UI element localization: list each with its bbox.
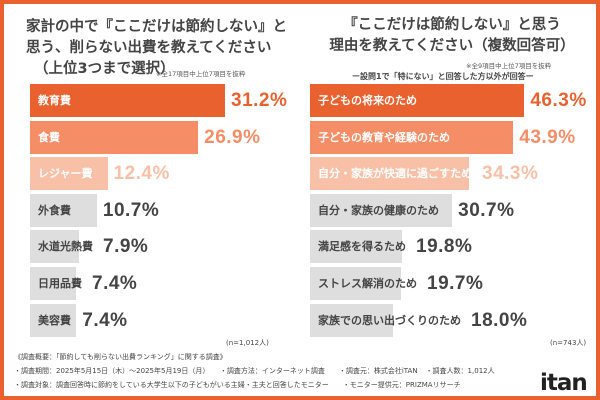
- left-chart-title: 家計の中で『ここだけは節約しない』と 思う、削らない出費を教えてください （上位…: [26, 17, 287, 80]
- bar-category-label: 子どもの将来のため: [318, 94, 417, 107]
- footer-line-2: ・調査対象：調査回答時に節約をしている大学生以下の子どもがいる主婦・主夫と回答し…: [14, 380, 475, 390]
- bar: [310, 230, 402, 264]
- bar-category-label: 教育費: [38, 94, 71, 107]
- bar-category-label: 自分・家族が快適に過ごすため: [318, 167, 473, 181]
- bar: [30, 84, 225, 117]
- bar-category-label: レジャー費: [38, 167, 93, 181]
- bar-value-label: 7.4%: [92, 273, 138, 294]
- left-sample-size: (n=1,012人): [226, 339, 269, 347]
- left-title-line-2: 思う、削らない出費を教えてください: [26, 40, 272, 56]
- right-chart-title: 『ここだけは節約しない』と思う 理由を教えてください（複数回答可）: [304, 15, 600, 57]
- bar-value-label: 46.3%: [530, 90, 587, 111]
- left-title-line-1: 家計の中で『ここだけは節約しない』と: [26, 19, 287, 35]
- footer-line-1: ・調査期間：2025年5月15日（木）～2025年5月19日（月） ・調査方法：イ…: [14, 366, 509, 376]
- bar-category-label: 子どもの教育や経験のため: [318, 130, 450, 144]
- bar-value-label: 10.7%: [102, 199, 160, 221]
- right-sample-size: (n=743人): [550, 339, 587, 347]
- monitor-provider: ・モニター提供元：PRIZMAリサーチ: [342, 381, 461, 389]
- bar-value-label: 18.0%: [471, 309, 528, 331]
- bar-value-label: 12.4%: [113, 163, 170, 185]
- bar: [310, 120, 514, 154]
- bar-category-label: 日用品費: [38, 277, 82, 290]
- bar-category-label: 水道光熱費: [38, 240, 93, 254]
- survey-source: ・調査元：株式会社iTAN: [338, 367, 418, 375]
- bar-category-label: 自分・家族の健康のため: [318, 203, 439, 217]
- bar: [30, 303, 77, 337]
- bar-value-label: 43.9%: [519, 126, 576, 148]
- bar: [30, 157, 108, 191]
- bar-category-label: 満足感を得るため: [318, 240, 406, 254]
- survey-count: ・調査人数：1,012人: [425, 367, 495, 375]
- bar: [310, 157, 469, 191]
- itan-logo: itan: [540, 370, 588, 396]
- bar-category-label: 外食費: [38, 203, 71, 217]
- right-title-line-1: 『ここだけは節約しない』と思う: [343, 17, 561, 33]
- bar: [310, 193, 453, 227]
- bar-value-label: 26.9%: [204, 126, 261, 148]
- bar-category-label: 美容費: [38, 313, 71, 327]
- left-chart-note: ※全17項目中上位7項目を抜粋: [156, 70, 246, 78]
- bar-value-label: 34.3%: [482, 163, 539, 185]
- bar: [30, 120, 199, 154]
- bar-value-label: 19.7%: [427, 273, 484, 294]
- footer-heading: 《調査概要：「節約しても削らない出費ランキング」に関する調査》: [14, 353, 227, 361]
- survey-target: ・調査対象：調査回答時に節約をしている大学生以下の子どもがいる主婦・主夫と回答し…: [14, 381, 329, 389]
- right-title-line-2: 理由を教えてください（複数回答可）: [329, 38, 575, 54]
- bar: [30, 267, 77, 300]
- bar-category-label: 食費: [38, 130, 60, 144]
- bar-category-label: ストレス解消のため: [318, 277, 417, 290]
- bar-value-label: 30.7%: [458, 199, 515, 221]
- bar: [30, 230, 80, 264]
- bar-value-label: 7.4%: [82, 309, 128, 331]
- bar: [30, 193, 97, 227]
- bar-value-label: 7.9%: [103, 236, 149, 258]
- bar: [310, 303, 394, 337]
- survey-period: ・調査期間：2025年5月15日（木）～2025年5月19日（月）: [14, 367, 206, 375]
- bar-category-label: 家族での思い出づくりのため: [318, 313, 461, 327]
- bar: [310, 84, 525, 117]
- bar-value-label: 19.8%: [416, 236, 473, 258]
- right-chart-subtitle: ー設問1で「特にない」と回答した方以外が回答ー: [352, 72, 534, 81]
- bar: [310, 267, 402, 300]
- left-title-line-3: （上位3つまで選択）: [34, 61, 175, 77]
- right-chart-note: ※全9項目中上位7項目を抜粋: [466, 62, 552, 70]
- bar-value-label: 31.2%: [231, 90, 288, 111]
- survey-method: ・調査方法：インターネット調査: [219, 367, 325, 375]
